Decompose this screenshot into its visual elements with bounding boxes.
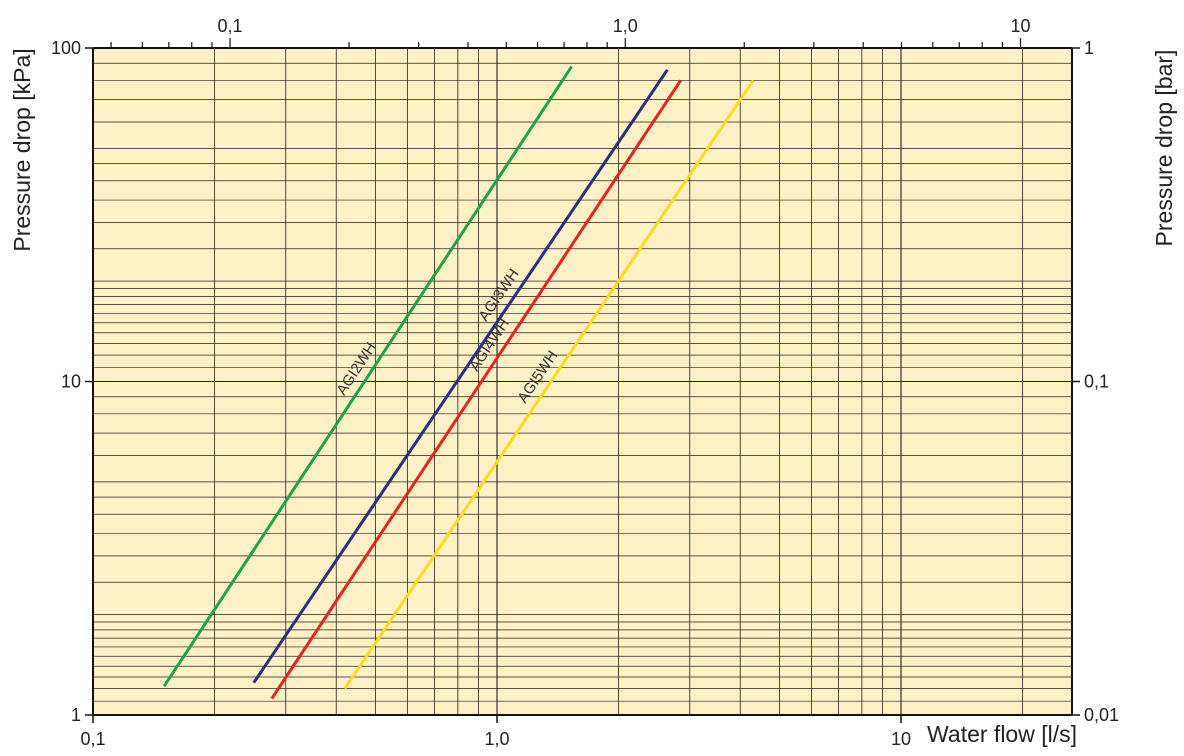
x-tick-label: 0,1 <box>80 729 105 749</box>
x-tick-label: 10 <box>891 729 911 749</box>
axes <box>85 38 1080 723</box>
x-tick-label: 1,0 <box>484 729 509 749</box>
y2-tick-label: 0,1 <box>1084 372 1109 392</box>
series-line-agi3wh <box>252 69 669 684</box>
grid-lines <box>92 47 1072 716</box>
y-axis-title: Pressure drop [kPa] <box>9 48 35 251</box>
series-line-agi2wh <box>162 65 573 688</box>
tick-labels: 0,1 1,0 10 0,1 1,0 10 1 10 100 0,01 0,1 1 <box>51 16 1119 749</box>
top-tick-label: 1,0 <box>613 16 638 36</box>
y2-tick-label: 1 <box>1084 38 1094 58</box>
series-line-agi5wh <box>343 79 755 690</box>
series-lines <box>162 65 755 700</box>
top-tick-label: 10 <box>1010 16 1030 36</box>
y-tick-label: 10 <box>61 372 81 392</box>
y-tick-label: 1 <box>71 705 81 725</box>
top-tick-label: 0,1 <box>218 16 243 36</box>
y2-tick-label: 0,01 <box>1084 705 1119 725</box>
x-axis-title: Water flow [l/s] <box>927 721 1077 747</box>
y2-axis-title: Pressure drop [bar] <box>1151 50 1177 247</box>
y-tick-label: 100 <box>51 38 81 58</box>
series-line-agi4wh <box>270 79 683 700</box>
